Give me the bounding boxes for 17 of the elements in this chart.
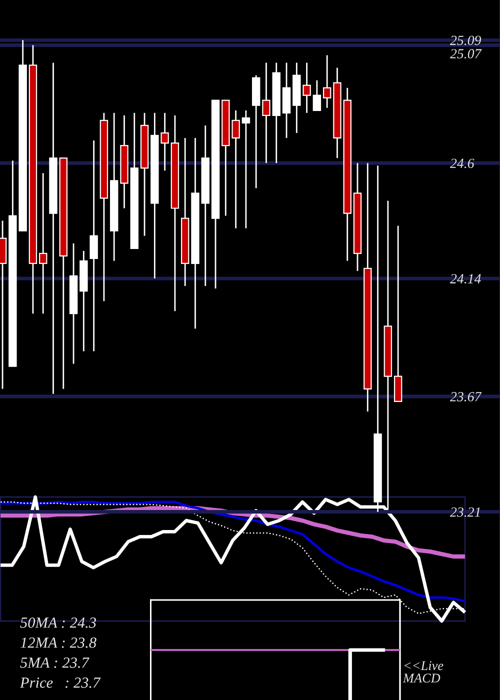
y-tick-label: 24.6 xyxy=(450,158,474,168)
ref-line-label: 25.07 xyxy=(450,49,482,58)
candlestick xyxy=(39,172,48,314)
annotation: 50MA : 24.3 xyxy=(20,618,96,628)
y-tick-label: 24.14 xyxy=(450,274,481,284)
candlestick xyxy=(90,140,98,352)
candlestick xyxy=(262,62,270,164)
candlestick xyxy=(242,110,250,230)
annotation: 5MA : 23.7 xyxy=(20,658,90,668)
y-tick-label: 23.67 xyxy=(450,392,482,402)
candlestick xyxy=(322,54,332,109)
y-tick-label: 25.09 xyxy=(450,36,482,46)
annotation: 12MA : 23.8 xyxy=(20,638,96,648)
annotation: Price : 23.7 xyxy=(20,678,101,688)
annotation: <<Live MACD xyxy=(402,661,444,683)
y-tick-label: 23.21 xyxy=(450,507,480,517)
candlestick xyxy=(312,80,322,112)
